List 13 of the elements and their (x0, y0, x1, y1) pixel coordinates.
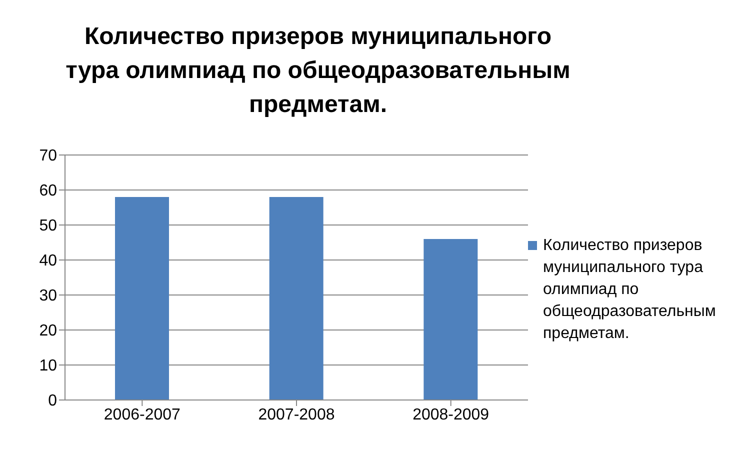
y-tick-label: 0 (48, 392, 58, 410)
legend-label: Количество призеров муниципального тура олимпиад по общеодразовательным предметам. (543, 236, 717, 344)
y-tick-label: 70 (39, 148, 58, 165)
x-tick-label: 2008-2009 (412, 406, 490, 424)
x-tick-label: 2006-2007 (104, 406, 181, 424)
y-tick-label: 30 (39, 288, 58, 305)
y-tick-label: 20 (39, 322, 58, 340)
chart-title: Количество призеров муниципального тура олимпиад по общеодразовательным предметам. (64, 22, 572, 120)
y-tick-label: 40 (39, 252, 58, 270)
x-tick-label: 2007-2008 (258, 406, 335, 424)
y-tick-label: 50 (39, 218, 58, 235)
y-tick-label: 60 (39, 182, 58, 200)
y-tick-label: 10 (39, 358, 58, 375)
